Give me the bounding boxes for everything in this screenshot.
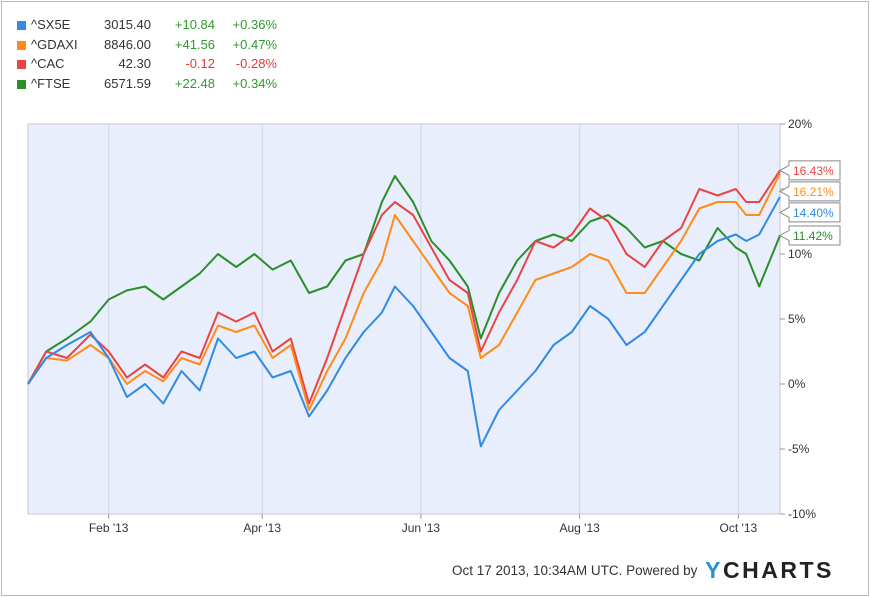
series-line-gdaxi bbox=[27, 172, 781, 411]
legend-price: 3015.40 bbox=[104, 17, 151, 32]
legend: ^SX5E 3015.40 +10.84 +0.36% ^GDAXI 8846.00 +4… bbox=[17, 15, 277, 93]
end-value-callout bbox=[778, 181, 841, 202]
end-value-callout bbox=[778, 225, 841, 246]
legend-symbol: ^CAC bbox=[31, 56, 65, 71]
legend-row-gdaxi[interactable]: ^GDAXI 8846.00 +41.56 +0.47% bbox=[17, 35, 277, 55]
x-tick-label: Apr '13 bbox=[243, 521, 281, 535]
legend-price: 6571.59 bbox=[104, 75, 151, 91]
legend-swatch bbox=[17, 79, 26, 89]
end-value-label: 14.40% bbox=[793, 206, 834, 220]
legend-percent: +0.34% bbox=[232, 75, 277, 91]
y-tick-label: 5% bbox=[788, 312, 806, 326]
legend-change: -0.12 bbox=[185, 56, 215, 71]
legend-change: +41.56 bbox=[174, 36, 215, 52]
y-tick-label: -10% bbox=[788, 507, 816, 521]
end-value-label: 16.43% bbox=[793, 164, 834, 178]
legend-percent: -0.28% bbox=[235, 56, 277, 71]
series-line-cac bbox=[27, 169, 781, 405]
ycharts-logo[interactable]: YCHARTS bbox=[705, 557, 834, 583]
legend-change: +22.48 bbox=[174, 75, 215, 91]
legend-change: +10.84 bbox=[174, 17, 215, 32]
legend-symbol: ^FTSE bbox=[31, 75, 71, 91]
x-tick-label: Feb '13 bbox=[89, 521, 129, 535]
legend-row-cac[interactable]: ^CAC 42.30 -0.12 -0.28% bbox=[17, 54, 277, 74]
legend-swatch bbox=[17, 40, 26, 50]
legend-price: 8846.00 bbox=[104, 36, 151, 52]
y-tick-label: 10% bbox=[788, 247, 812, 261]
x-tick-label: Oct '13 bbox=[720, 521, 758, 535]
y-tick-label: 0% bbox=[788, 377, 806, 391]
ycharts-logo-text: CHARTS bbox=[723, 557, 834, 583]
legend-swatch bbox=[17, 21, 26, 30]
y-tick-label: 20% bbox=[788, 117, 812, 131]
y-tick-label: -5% bbox=[788, 442, 810, 456]
legend-symbol: ^GDAXI bbox=[31, 36, 78, 52]
series-line-sx5e bbox=[27, 196, 781, 448]
x-tick-label: Jun '13 bbox=[402, 521, 441, 535]
legend-percent: +0.36% bbox=[232, 17, 277, 32]
end-value-callout bbox=[778, 202, 841, 223]
legend-percent: +0.47% bbox=[232, 36, 277, 52]
plot-area bbox=[27, 123, 781, 515]
legend-row-ftse[interactable]: ^FTSE 6571.59 +22.48 +0.34% bbox=[17, 74, 277, 94]
x-tick-label: Aug '13 bbox=[559, 521, 600, 535]
legend-price: 42.30 bbox=[118, 56, 151, 71]
timestamp: Oct 17 2013, 10:34AM UTC. bbox=[452, 563, 623, 578]
powered-by-label: Powered by bbox=[626, 563, 698, 578]
legend-row-sx5e[interactable]: ^SX5E 3015.40 +10.84 +0.36% bbox=[17, 15, 277, 35]
end-value-callout bbox=[778, 160, 841, 181]
legend-symbol: ^SX5E bbox=[31, 17, 71, 32]
end-value-label: 11.42% bbox=[793, 229, 833, 243]
end-value-label: 16.21% bbox=[793, 185, 834, 199]
legend-swatch bbox=[17, 60, 26, 69]
ycharts-logo-y: Y bbox=[705, 557, 724, 583]
chart-footer: Oct 17 2013, 10:34AM UTC. Powered by YCH… bbox=[452, 557, 834, 584]
